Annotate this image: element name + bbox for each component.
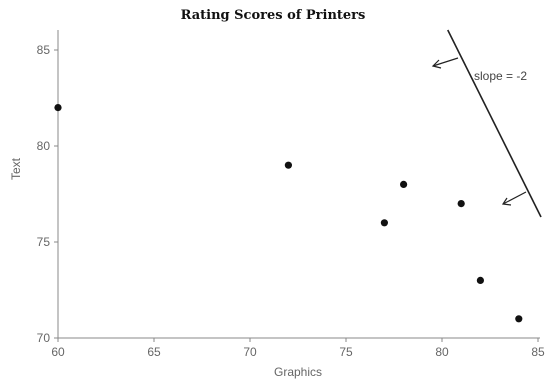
y-axis-title: Text	[9, 157, 23, 180]
data-point	[380, 219, 388, 227]
x-axis-title: Graphics	[274, 365, 322, 379]
arrow-shaft-upper	[432, 57, 459, 67]
arrow-head-upper	[431, 59, 442, 69]
x-tick-label: 65	[147, 345, 161, 359]
chart-title: Rating Scores of Printers	[180, 8, 366, 23]
x-tick-label: 70	[243, 345, 257, 359]
data-point	[476, 276, 484, 284]
data-points	[54, 104, 523, 323]
x-tick-label: 80	[435, 345, 449, 359]
data-point	[54, 104, 62, 112]
slope-annotation: slope = -2	[431, 29, 542, 218]
arrow-head-lower	[501, 197, 512, 206]
data-point	[457, 200, 465, 208]
slope-line	[447, 29, 542, 218]
y-tick-label: 80	[37, 139, 51, 153]
x-tick-label: 75	[339, 345, 353, 359]
data-point	[400, 180, 408, 188]
data-point	[284, 161, 292, 169]
x-tick-label: 60	[51, 345, 65, 359]
y-tick-label: 85	[37, 43, 51, 57]
data-point	[515, 315, 523, 323]
x-tick-label: 85	[531, 345, 545, 359]
axis-labels: Graphics Text	[9, 157, 322, 379]
y-tick-label: 70	[37, 331, 51, 345]
arrow-shaft-lower	[502, 191, 527, 205]
slope-label: slope = -2	[474, 69, 527, 83]
axes: 60 65 70 75 80 85 70 75 80 85	[37, 30, 545, 359]
y-tick-label: 75	[37, 235, 51, 249]
